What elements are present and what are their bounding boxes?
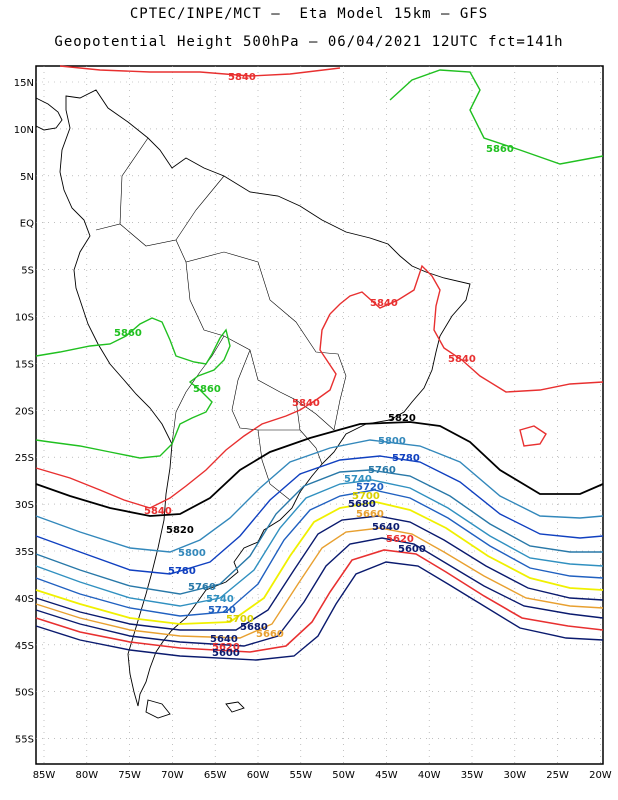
contour-5860-west [35, 317, 231, 459]
lon-tick-label: 65W [204, 770, 227, 781]
lat-tick-label: 30S [15, 500, 34, 511]
contour-label: 5780 [168, 566, 196, 577]
contour-5840-blob [519, 425, 547, 447]
contour-label: 5840 [228, 72, 256, 83]
contour-label: 5760 [368, 465, 396, 476]
contour-5620 [35, 549, 604, 653]
contour-5640 [35, 537, 604, 647]
contour-label: 5680 [240, 622, 268, 633]
lon-tick-label: 40W [418, 770, 441, 781]
contour-label: 5800 [378, 436, 406, 447]
contour-5600 [35, 561, 604, 661]
contour-5780 [35, 455, 604, 575]
contour-label: 5740 [344, 474, 372, 485]
contour-label: 5660 [356, 509, 384, 520]
lat-tick-label: 45S [15, 641, 34, 652]
contour-label: 5860 [486, 144, 514, 155]
contour-5720 [35, 489, 604, 617]
lat-tick-label: 35S [15, 547, 34, 558]
contour-label: 5720 [208, 605, 236, 616]
lon-tick-label: 45W [375, 770, 398, 781]
contour-label: 5600 [398, 544, 426, 555]
contour-5740 [35, 479, 604, 607]
contour-5760 [35, 469, 603, 595]
lon-tick-label: 25W [546, 770, 569, 781]
country-borders [95, 137, 347, 501]
lon-tick-label: 30W [503, 770, 526, 781]
lat-tick-label: 55S [15, 735, 34, 746]
lat-tick-label: 10S [15, 313, 34, 324]
lon-tick-label: 55W [289, 770, 312, 781]
gridlines [36, 66, 603, 764]
lon-tick-label: 70W [161, 770, 184, 781]
contour-label: 5700 [352, 491, 380, 502]
lon-tick-label: 50W [332, 770, 355, 781]
lon-tick-label: 35W [461, 770, 484, 781]
lon-tick-label: 60W [247, 770, 270, 781]
contour-label: 5620 [212, 642, 240, 653]
contour-5800 [35, 439, 604, 553]
contour-label: 5720 [356, 482, 384, 493]
continent-outline [35, 89, 471, 719]
contour-label: 5640 [372, 522, 400, 533]
lon-tick-label: 75W [118, 770, 141, 781]
lat-tick-label: 15S [15, 359, 34, 370]
contour-label: 5860 [114, 328, 142, 339]
lat-tick-label: 40S [15, 594, 34, 605]
contour-5680 [35, 515, 604, 631]
contour-label: 5660 [256, 629, 284, 640]
contour-label: 5840 [292, 398, 320, 409]
contour-label: 5700 [226, 614, 254, 625]
south-america-coast [59, 89, 471, 707]
contour-label: 5760 [188, 582, 216, 593]
axis-ticks: 15N 10N 5N EQ 5S 10S 15S 20S 25S 30S 35S 40S 45S 50S 5… [14, 78, 612, 781]
contour-label: 5620 [386, 534, 414, 545]
contour-label: 5600 [212, 648, 240, 659]
lat-tick-label: 15N [14, 78, 34, 89]
lat-tick-label: 50S [15, 688, 34, 699]
lon-tick-label: 85W [33, 770, 56, 781]
contour-label: 5640 [210, 634, 238, 645]
map-frame [35, 65, 604, 765]
map-title: CPTEC/INPE/MCT – Eta Model 15km – GFS [129, 6, 489, 22]
lon-tick-label: 20W [589, 770, 612, 781]
lat-tick-label: 5S [21, 266, 34, 277]
lat-tick-label: 10N [14, 125, 34, 136]
contour-label: 5840 [370, 298, 398, 309]
lat-tick-label: 5N [20, 172, 34, 183]
contour-5840-north [59, 65, 341, 77]
contour-label: 5820 [388, 413, 416, 424]
contour-5860-north [389, 69, 604, 165]
contour-label: 5840 [144, 506, 172, 517]
contour-label: 5780 [392, 453, 420, 464]
contour-label: 5680 [348, 499, 376, 510]
contour-label: 5840 [448, 354, 476, 365]
lat-tick-label: 20S [15, 406, 34, 417]
contour-5840-inner [35, 313, 337, 509]
contour-5820 [35, 421, 604, 517]
lon-tick-label: 80W [75, 770, 98, 781]
contour-5660 [35, 527, 604, 639]
contour-label: 5820 [166, 525, 194, 536]
contour-label: 5800 [178, 548, 206, 559]
map-subtitle: Geopotential Height 500hPa – 06/04/2021 … [54, 34, 564, 50]
lat-tick-label: EQ [20, 219, 34, 230]
contour-5840-east [329, 264, 604, 393]
contour-5700 [35, 501, 604, 625]
lat-tick-label: 25S [15, 453, 34, 464]
central-america-coast [35, 97, 63, 131]
falklands [225, 701, 245, 713]
contour-label: 5860 [193, 384, 221, 395]
tierra-del-fuego [145, 699, 171, 719]
contour-label: 5740 [206, 594, 234, 605]
